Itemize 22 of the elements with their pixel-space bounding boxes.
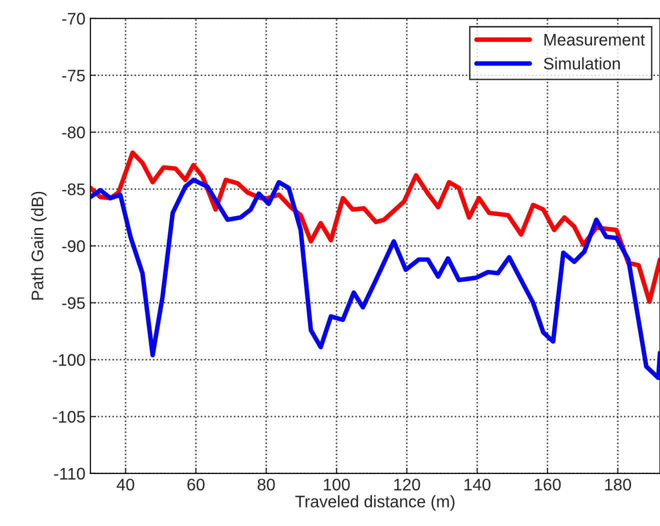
x-axis-title: Traveled distance (m) xyxy=(295,495,454,511)
y-tick-label: -75 xyxy=(62,70,85,82)
y-axis-title: Path Gain (dB) xyxy=(31,192,47,300)
x-tick-label: 180 xyxy=(605,478,632,491)
x-tick-label: 120 xyxy=(394,478,420,491)
x-tick-label: 160 xyxy=(534,478,561,491)
x-tick-label: 140 xyxy=(464,478,490,491)
y-tick-label: -110 xyxy=(54,468,85,480)
y-tick-label: -70 xyxy=(62,12,85,25)
y-tick-label: -90 xyxy=(62,240,85,252)
legend-label: Simulation xyxy=(544,57,620,70)
y-tick-label: -95 xyxy=(62,297,85,309)
x-tick-label: 60 xyxy=(187,478,205,491)
legend-label: Measurement xyxy=(544,34,645,46)
y-tick-label: -80 xyxy=(62,126,85,138)
y-tick-label: -100 xyxy=(52,354,85,366)
y-tick-label: -105 xyxy=(52,410,85,423)
y-tick-label: -85 xyxy=(62,183,85,196)
x-tick-label: 100 xyxy=(324,478,350,491)
x-tick-label: 40 xyxy=(116,478,134,491)
x-tick-label: 80 xyxy=(258,478,275,491)
line-series xyxy=(90,178,660,380)
